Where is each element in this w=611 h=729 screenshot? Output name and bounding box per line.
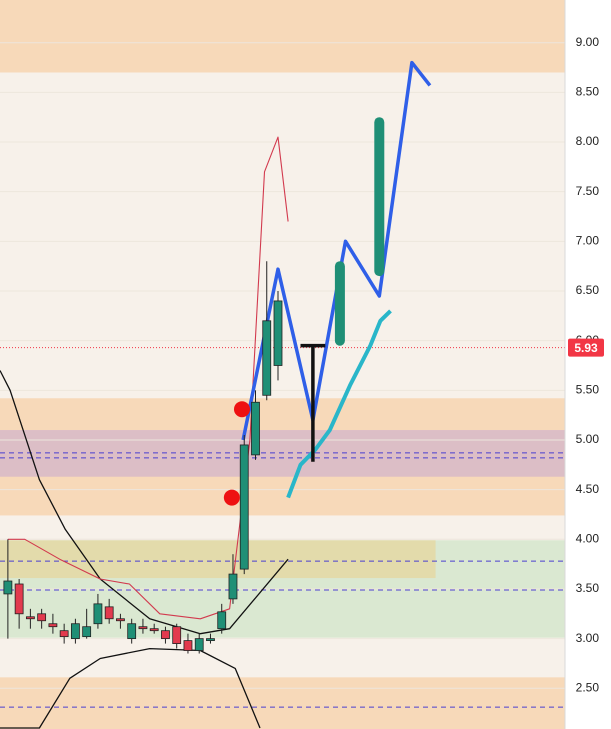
candle-body bbox=[206, 638, 215, 642]
candle-body bbox=[104, 606, 114, 620]
candle-body bbox=[161, 630, 170, 640]
candle-body bbox=[183, 640, 193, 651]
candle-body bbox=[116, 618, 125, 622]
candle-body bbox=[217, 611, 227, 630]
candle-body bbox=[37, 613, 47, 622]
candle-body bbox=[262, 320, 272, 396]
y-tick-label: 7.50 bbox=[576, 184, 600, 198]
signal-dot bbox=[223, 489, 240, 506]
y-tick-label: 9.00 bbox=[576, 35, 600, 49]
candle-body bbox=[82, 626, 92, 638]
y-tick-label: 3.50 bbox=[576, 581, 600, 595]
candle-body bbox=[273, 300, 283, 366]
candle-body bbox=[194, 638, 204, 651]
y-tick-label: 4.00 bbox=[576, 531, 600, 545]
candle-body bbox=[228, 573, 238, 600]
candle-body bbox=[149, 628, 159, 632]
candle-body bbox=[138, 626, 148, 630]
candle-body bbox=[239, 444, 249, 570]
drawing-line bbox=[286, 309, 392, 499]
candle-body bbox=[48, 623, 58, 628]
y-tick-label: 8.00 bbox=[576, 134, 600, 148]
zone bbox=[0, 0, 565, 73]
y-tick-label: 2.50 bbox=[576, 680, 600, 694]
y-tick-label: 3.00 bbox=[576, 631, 600, 645]
candle-body bbox=[25, 616, 35, 620]
signal-dot bbox=[233, 401, 250, 418]
drawing-line bbox=[0, 647, 261, 729]
price-axis-labels: 2.503.003.504.004.505.005.506.006.507.00… bbox=[568, 35, 604, 694]
zone bbox=[0, 540, 436, 579]
drawing-line bbox=[241, 60, 432, 441]
y-tick-label: 4.50 bbox=[576, 482, 600, 496]
y-tick-label: 5.50 bbox=[576, 382, 600, 396]
last-price-label: 5.93 bbox=[574, 341, 598, 355]
y-tick-label: 6.50 bbox=[576, 283, 600, 297]
y-tick-label: 8.50 bbox=[576, 85, 600, 99]
price-axis bbox=[565, 0, 611, 729]
candle-body bbox=[59, 630, 69, 638]
y-tick-label: 7.00 bbox=[576, 234, 600, 248]
y-tick-label: 5.00 bbox=[576, 432, 600, 446]
candle-body bbox=[3, 580, 13, 595]
last-price-box bbox=[568, 338, 604, 357]
plot-area bbox=[0, 0, 565, 729]
drawing-line bbox=[7, 136, 289, 620]
candle-body bbox=[71, 623, 80, 640]
candle-body bbox=[14, 583, 24, 615]
candle-body bbox=[172, 626, 182, 644]
candle-body bbox=[251, 401, 260, 456]
candle-body bbox=[127, 623, 137, 640]
candle-body bbox=[93, 603, 103, 625]
zone bbox=[0, 677, 565, 729]
